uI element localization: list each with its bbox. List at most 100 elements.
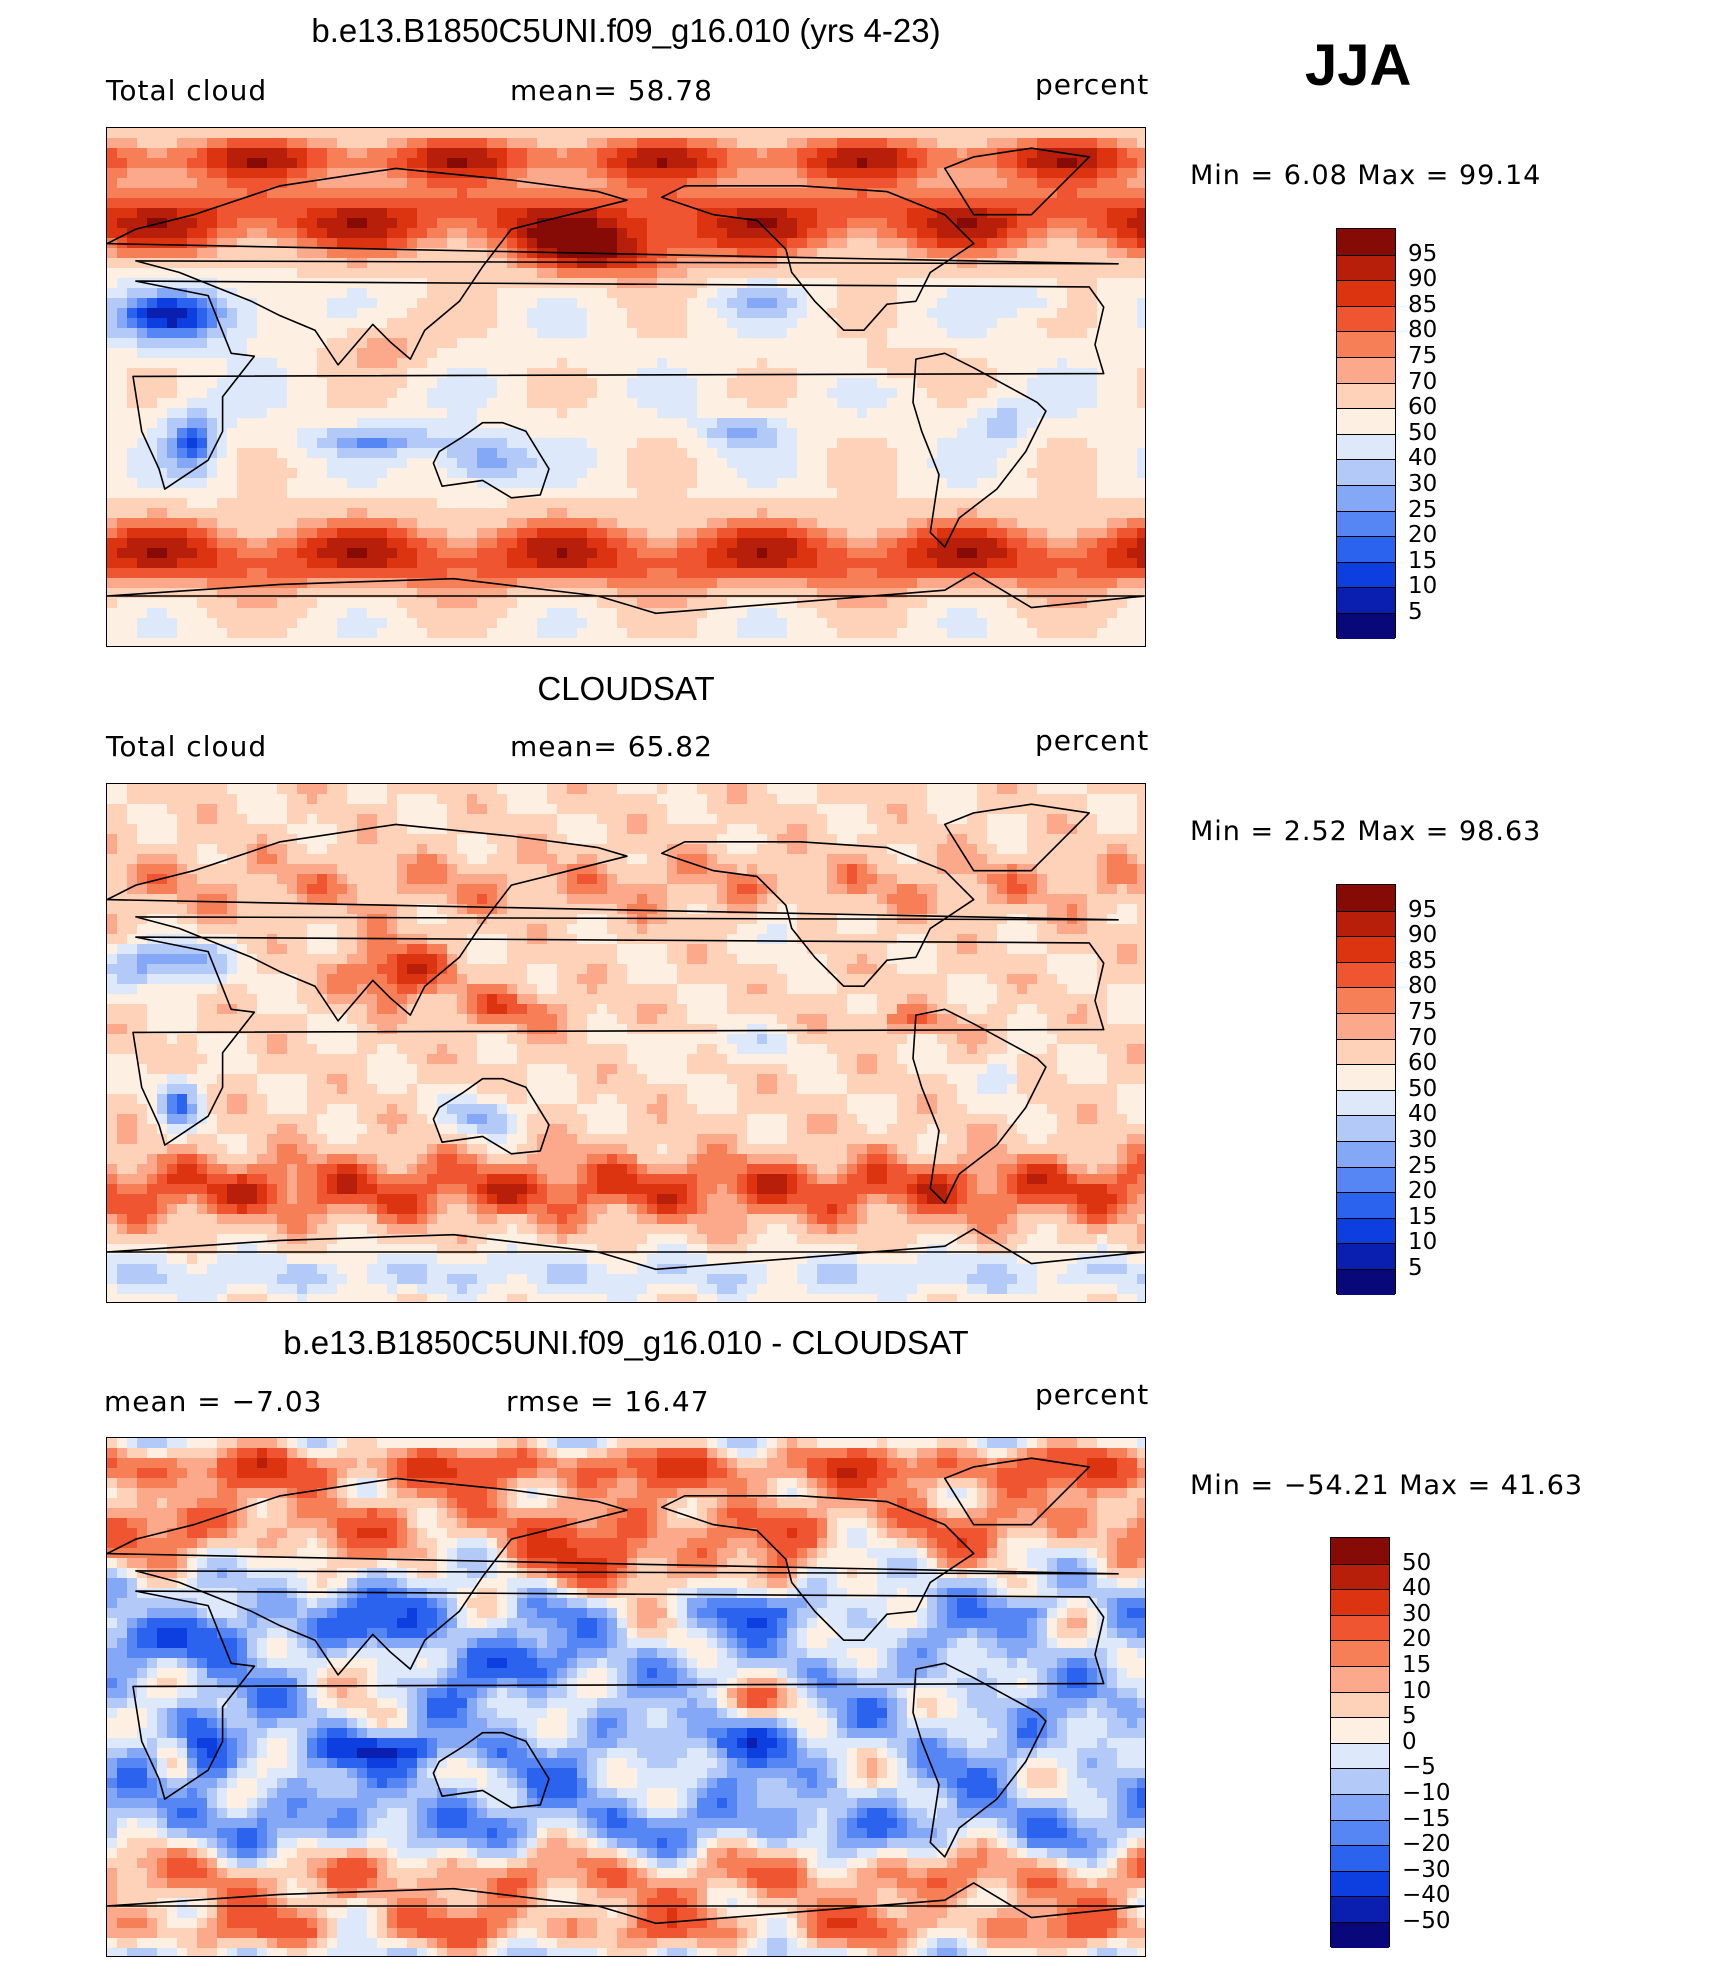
heatmap-cell [537,428,548,439]
heatmap-cell [1007,148,1018,159]
heatmap-cell [147,458,158,469]
heatmap-cell [797,558,808,569]
heatmap-cell [777,468,788,479]
heatmap-cell [307,538,318,549]
heatmap-cell [887,168,898,179]
heatmap-cell [777,448,788,459]
heatmap-cell [657,208,668,219]
heatmap-cell [367,498,378,509]
heatmap-cell [647,278,658,289]
heatmap-cell [1027,458,1038,469]
heatmap-cell [907,598,918,609]
heatmap-cell [947,378,958,389]
heatmap-cell [767,528,778,539]
heatmap-cell [867,378,878,389]
heatmap-cell [367,428,378,439]
heatmap-cell [1047,328,1058,339]
heatmap-cell [717,328,728,339]
heatmap-cell [177,198,188,209]
heatmap-cell [267,188,278,199]
heatmap-cell [127,458,138,469]
heatmap-cell [347,518,358,529]
heatmap-cell [187,368,198,379]
heatmap-cell [997,518,1008,529]
heatmap-cell [757,478,768,489]
heatmap-cell [237,268,248,279]
heatmap-cell [597,158,608,169]
heatmap-cell [357,128,368,139]
heatmap-cell [337,538,348,549]
heatmap-cell [497,348,508,359]
heatmap-cell [937,388,948,399]
heatmap-cell [727,228,738,239]
heatmap-cell [227,468,238,479]
heatmap-cell [227,538,238,549]
heatmap-cell [107,158,118,169]
heatmap-cell [457,398,468,409]
heatmap-cell [977,288,988,299]
heatmap-cell [907,198,918,209]
heatmap-cell [1107,468,1118,479]
heatmap-cell [297,408,308,419]
heatmap-cell [507,298,518,309]
heatmap-cell [937,498,948,509]
heatmap-cell [1107,528,1118,539]
heatmap-cell [377,408,388,419]
heatmap-cell [247,178,258,189]
heatmap-cell [137,148,148,159]
heatmap-cell [1047,548,1058,559]
heatmap-cell [1067,188,1078,199]
heatmap-cell [277,498,288,509]
heatmap-cell [827,348,838,359]
heatmap-cell [607,218,618,229]
heatmap-cell [827,578,838,589]
heatmap-cell [1067,408,1078,419]
heatmap-cell [477,598,488,609]
heatmap-cell [967,398,978,409]
heatmap-cell [1117,198,1128,209]
heatmap-cell [687,548,698,559]
heatmap-cell [977,558,988,569]
heatmap-cell [287,548,298,559]
heatmap-cell [1047,338,1058,349]
heatmap-cell [187,448,198,459]
heatmap-cell [247,578,258,589]
heatmap-cell [297,368,308,379]
heatmap-cell [1017,378,1028,389]
heatmap-cell [147,228,158,239]
heatmap-cell [727,428,738,439]
heatmap-cell [857,198,868,209]
heatmap-cell [867,418,878,429]
heatmap-cell [897,148,908,159]
heatmap-cell [1037,598,1048,609]
heatmap-cell [207,508,218,519]
heatmap-cell [367,308,378,319]
heatmap-cell [397,458,408,469]
heatmap-cell [927,328,938,339]
heatmap-cell [747,328,758,339]
heatmap-cell [397,158,408,169]
heatmap-cell [427,168,438,179]
heatmap-cell [627,548,638,559]
heatmap-cell [587,228,598,239]
heatmap-cell [1007,408,1018,419]
heatmap-cell [357,228,368,239]
heatmap-cell [357,298,368,309]
heatmap-cell [157,388,168,399]
heatmap-cell [1047,448,1058,459]
heatmap-cell [157,198,168,209]
heatmap-cell [1017,208,1028,219]
heatmap-cell [827,168,838,179]
heatmap-cell [237,218,248,229]
heatmap-cell [377,598,388,609]
heatmap-cell [727,438,738,449]
heatmap-cell [127,558,138,569]
heatmap-cell [487,288,498,299]
heatmap-cell [427,548,438,559]
heatmap-cell [417,488,428,499]
heatmap-cell [147,388,158,399]
heatmap-cell [507,598,518,609]
heatmap-cell [197,228,208,239]
heatmap-cell [727,368,738,379]
heatmap-cell [617,188,628,199]
